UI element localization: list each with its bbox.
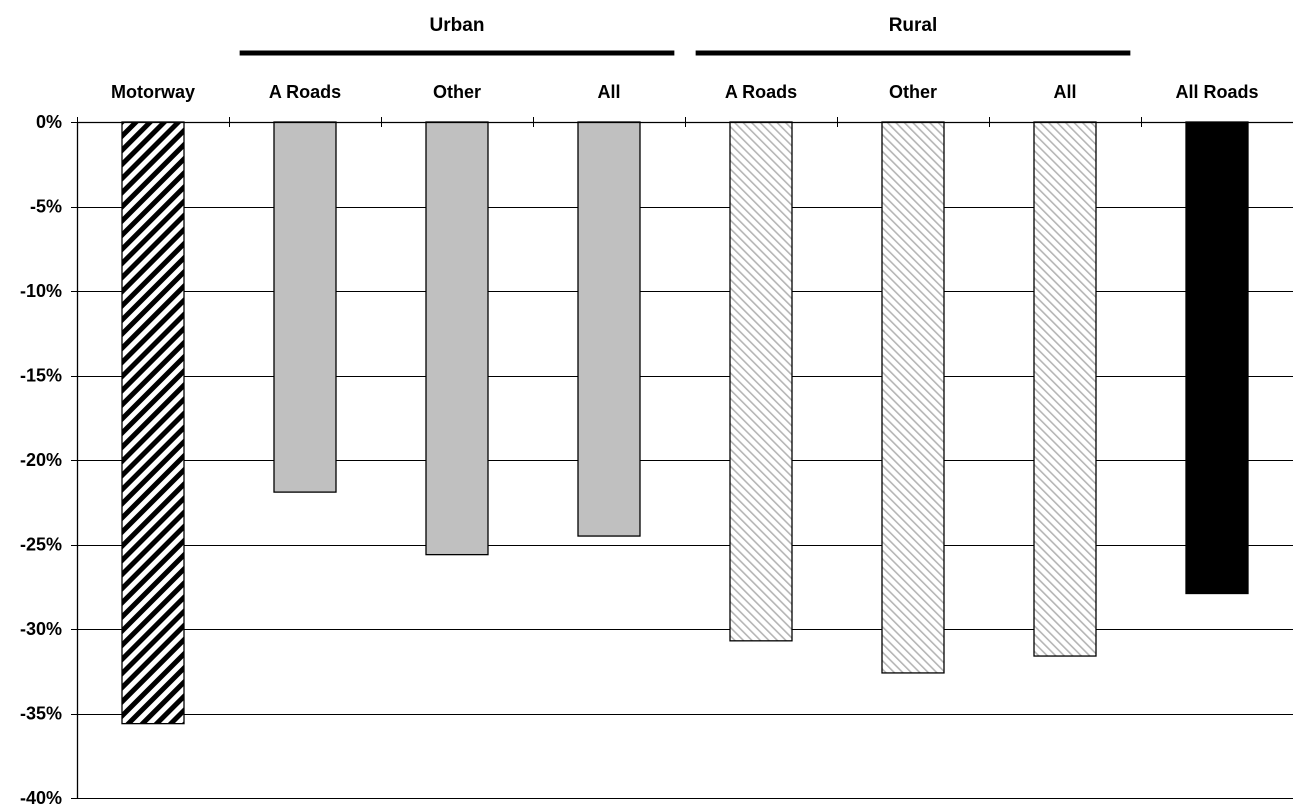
category-label: All Roads	[1175, 82, 1258, 102]
bar-4	[577, 121, 641, 537]
group-label: Urban	[430, 15, 485, 36]
bar-7	[1033, 121, 1097, 657]
y-tick-label: 0%	[36, 112, 62, 132]
y-tick-label: -5%	[30, 197, 62, 217]
category-label: All	[597, 82, 620, 102]
category-label: A Roads	[269, 82, 341, 102]
axes	[71, 117, 1293, 799]
y-tick-label: -30%	[20, 619, 62, 639]
category-label: Motorway	[111, 82, 195, 102]
category-label: A Roads	[725, 82, 797, 102]
bar-8	[1185, 121, 1249, 595]
bar-6	[881, 121, 945, 674]
gridlines	[77, 207, 1293, 799]
bars	[121, 121, 1249, 725]
bar-1	[121, 121, 185, 725]
bar-3	[425, 121, 489, 556]
y-tick-label: -10%	[20, 281, 62, 301]
category-label: Other	[433, 82, 481, 102]
bar-5	[729, 121, 793, 642]
y-tick-label: -25%	[20, 535, 62, 555]
category-label: Other	[889, 82, 937, 102]
category-label: All	[1053, 82, 1076, 102]
group-label: Rural	[889, 15, 938, 36]
y-tick-label: -20%	[20, 450, 62, 470]
y-tick-label: -40%	[20, 788, 62, 808]
bar-2	[273, 121, 337, 493]
y-tick-label: -35%	[20, 704, 62, 724]
y-tick-label: -15%	[20, 366, 62, 386]
labels: 0% -5% -10% -15% -20% -25% -30% -35% -40% Motorwa…	[20, 15, 1259, 808]
